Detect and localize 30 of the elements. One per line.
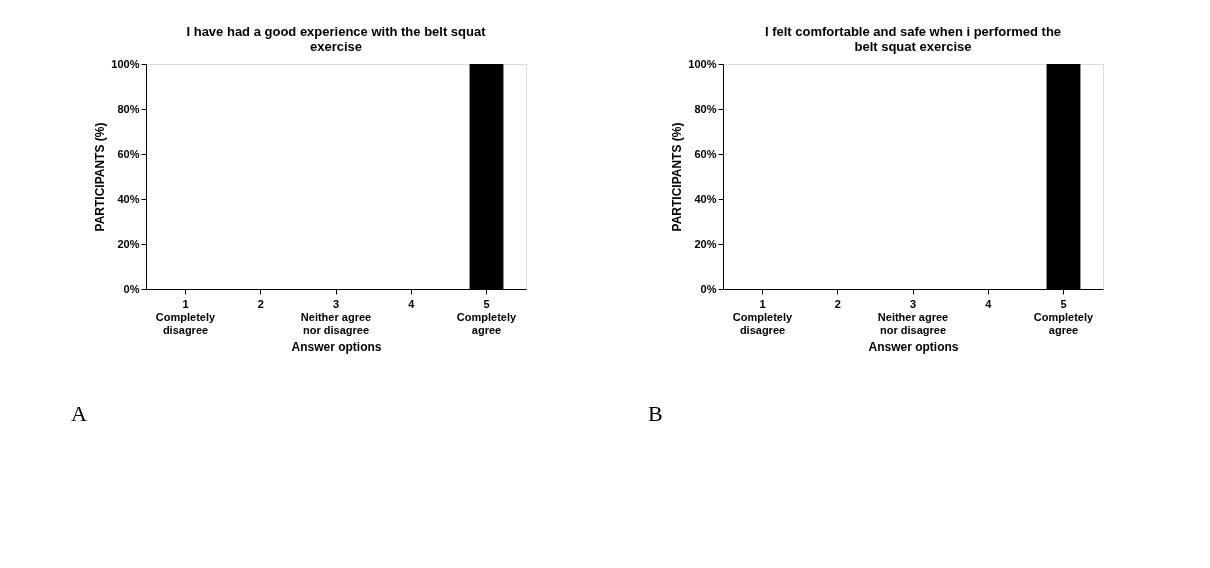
y-tick-label: 20% xyxy=(117,237,140,250)
x-axis-title: Answer options xyxy=(868,339,959,354)
text: B xyxy=(648,401,663,426)
x-tick-label: 4 xyxy=(408,297,416,310)
y-tick-label: 0% xyxy=(700,282,717,295)
y-tick-label: 60% xyxy=(694,147,717,160)
y-tick-label: 100% xyxy=(111,57,140,70)
y-tick-label: 100% xyxy=(688,57,717,70)
x-tick-label: 5 Completely agree xyxy=(1033,297,1095,336)
y-tick-label: 80% xyxy=(117,102,140,115)
chart-title: I have had a good experience with the belt squat exercise xyxy=(186,24,487,54)
x-tick-label: 1 Completely disagree xyxy=(155,297,217,336)
x-tick-label: 5 Completely agree xyxy=(456,297,518,336)
y-axis-title: PARTICIPANTS (%) xyxy=(670,122,685,232)
y-tick-label: 20% xyxy=(694,237,717,250)
x-tick-label: 2 xyxy=(257,297,264,310)
y-tick-label: 40% xyxy=(694,192,717,205)
x-axis-title: Answer options xyxy=(291,339,382,354)
y-tick-label: 60% xyxy=(117,147,140,160)
chart-title: I felt comfortable and safe when i performed the belt squat exercise xyxy=(764,24,1062,54)
y-axis-title: PARTICIPANTS (%) xyxy=(93,122,108,232)
y-tick-label: 80% xyxy=(694,102,717,115)
x-tick-label: 2 xyxy=(834,297,841,310)
x-tick-label: 4 xyxy=(985,297,993,310)
x-tick-label: 3 Neither agree nor disagree xyxy=(300,297,372,336)
y-tick-label: 0% xyxy=(123,282,140,295)
text: A xyxy=(71,401,87,426)
x-tick-label: 3 Neither agree nor disagree xyxy=(877,297,949,336)
y-tick-label: 40% xyxy=(117,192,140,205)
x-tick-label: 1 Completely disagree xyxy=(732,297,794,336)
